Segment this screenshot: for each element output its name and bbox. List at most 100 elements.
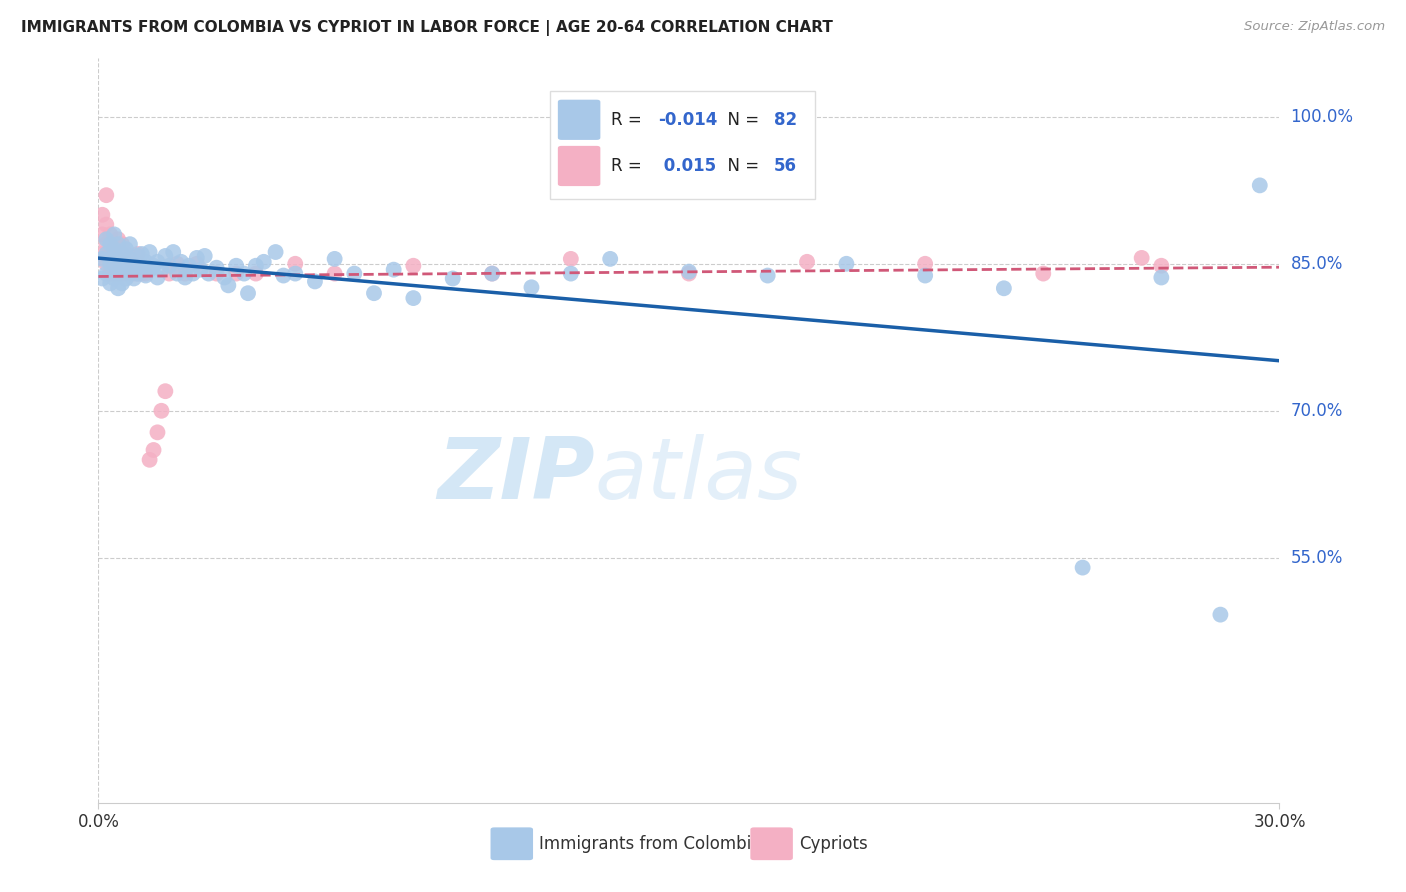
Point	[91, 227, 114, 242]
Point	[115, 267, 138, 281]
Text: atlas: atlas	[595, 434, 803, 516]
Point	[98, 277, 121, 291]
Point	[382, 262, 405, 277]
Point	[98, 267, 121, 281]
Point	[142, 259, 165, 273]
Point	[115, 252, 138, 266]
Point	[245, 267, 267, 281]
Point	[115, 271, 138, 285]
Text: N =: N =	[717, 157, 765, 175]
Point	[103, 242, 125, 256]
Point	[146, 255, 169, 269]
Point	[599, 252, 621, 266]
Point	[146, 270, 169, 285]
Point	[111, 261, 134, 276]
Point	[98, 247, 121, 261]
Point	[170, 255, 193, 269]
Point	[107, 232, 129, 246]
Point	[96, 188, 118, 202]
FancyBboxPatch shape	[751, 828, 793, 860]
Point	[914, 257, 936, 271]
Point	[481, 267, 503, 281]
Point	[127, 267, 149, 281]
Point	[174, 267, 197, 281]
Point	[560, 267, 582, 281]
Text: Immigrants from Colombia: Immigrants from Colombia	[538, 835, 761, 853]
Point	[323, 252, 346, 266]
Point	[135, 268, 157, 283]
Point	[115, 247, 138, 261]
FancyBboxPatch shape	[491, 828, 533, 860]
Point	[304, 274, 326, 288]
Point	[678, 265, 700, 279]
Point	[115, 257, 138, 271]
Point	[118, 267, 141, 281]
Point	[1249, 178, 1271, 193]
Point	[520, 280, 543, 294]
Point	[103, 252, 125, 266]
Point	[91, 252, 114, 266]
Point	[107, 267, 129, 281]
Point	[225, 259, 247, 273]
Point	[98, 257, 121, 271]
Text: ZIP: ZIP	[437, 434, 595, 516]
Point	[98, 237, 121, 252]
Point	[142, 442, 165, 457]
Point	[118, 252, 141, 266]
Point	[190, 262, 212, 277]
Point	[96, 257, 118, 271]
Point	[96, 247, 118, 261]
Point	[103, 252, 125, 266]
Point	[103, 257, 125, 271]
Point	[217, 278, 239, 293]
Point	[91, 208, 114, 222]
Text: 55.0%: 55.0%	[1291, 549, 1343, 566]
Point	[678, 267, 700, 281]
Point	[197, 267, 219, 281]
Point	[138, 245, 160, 260]
Point	[186, 257, 208, 271]
Point	[756, 268, 779, 283]
Point	[118, 237, 141, 252]
Point	[481, 267, 503, 281]
Point	[103, 227, 125, 242]
Point	[131, 267, 153, 281]
Point	[107, 252, 129, 266]
Text: Source: ZipAtlas.com: Source: ZipAtlas.com	[1244, 20, 1385, 33]
Point	[122, 259, 145, 273]
Point	[122, 267, 145, 281]
Point	[205, 260, 228, 275]
Point	[177, 259, 200, 273]
Point	[127, 249, 149, 263]
FancyBboxPatch shape	[558, 100, 600, 140]
Point	[103, 237, 125, 252]
Point	[273, 268, 295, 283]
Point	[127, 267, 149, 281]
Point	[96, 232, 118, 246]
Point	[111, 277, 134, 291]
Point	[111, 247, 134, 261]
Text: N =: N =	[717, 111, 765, 128]
Point	[402, 259, 425, 273]
Text: 0.015: 0.015	[658, 157, 717, 175]
Point	[107, 247, 129, 261]
Point	[1130, 251, 1153, 265]
Text: 82: 82	[773, 111, 797, 128]
Text: 100.0%: 100.0%	[1291, 108, 1354, 126]
Point	[162, 245, 184, 260]
Point	[138, 262, 160, 277]
Point	[131, 261, 153, 276]
Point	[914, 268, 936, 283]
Point	[1209, 607, 1232, 622]
Point	[118, 252, 141, 266]
Point	[107, 237, 129, 252]
Point	[796, 255, 818, 269]
Point	[236, 286, 259, 301]
Point	[135, 255, 157, 269]
Point	[107, 281, 129, 295]
Point	[181, 267, 204, 281]
Point	[131, 247, 153, 261]
Point	[111, 237, 134, 252]
Point	[284, 267, 307, 281]
FancyBboxPatch shape	[550, 92, 815, 200]
